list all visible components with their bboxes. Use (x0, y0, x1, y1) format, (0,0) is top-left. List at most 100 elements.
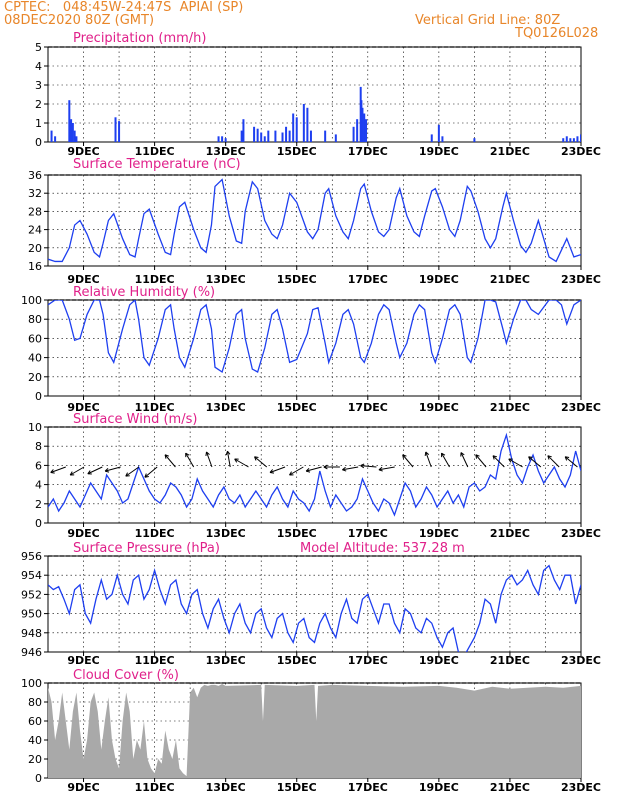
wind-arrow (441, 452, 450, 468)
precip-bar (576, 136, 579, 142)
wind-arrow (475, 454, 487, 468)
x-tick-label: 21DEC (490, 273, 530, 286)
precip-bar (365, 119, 368, 142)
series-line (48, 178, 581, 263)
wind-arrow (50, 466, 66, 474)
panel-title: Cloud Cover (%) (73, 668, 179, 683)
x-tick-label: 13DEC (206, 654, 246, 667)
y-tick-label: 60 (28, 332, 42, 345)
x-tick-label: 11DEC (135, 273, 175, 286)
wind-arrow (305, 466, 322, 473)
y-tick-label: 10 (28, 421, 42, 434)
x-tick-label: 15DEC (277, 527, 317, 540)
precip-bar (281, 132, 284, 142)
precip-bar (71, 123, 74, 142)
precip-bar (70, 119, 73, 142)
precip-bar (288, 130, 291, 142)
x-tick-label: 17DEC (348, 654, 388, 667)
x-tick-label: 9DEC (67, 781, 99, 794)
wind-arrow (104, 466, 121, 473)
panel-title: Relative Humidity (%) (73, 285, 215, 300)
precip-bar (306, 107, 309, 142)
y-tick-label: 8 (35, 440, 42, 453)
y-tick-label: 4 (35, 60, 42, 73)
panel-wind: 0 2 4 6 8 10 9DEC 11DEC 13DEC 15DEC 17DEC 19DEC 21DE… (28, 412, 601, 540)
wind-arrow (460, 452, 469, 468)
series-cloud (48, 683, 581, 778)
y-tick-label: 20 (28, 753, 42, 766)
wind-arrow (69, 466, 85, 476)
y-tick-label: 40 (28, 734, 42, 747)
precip-bar (224, 138, 227, 142)
plot-frame (47, 299, 582, 397)
wind-arrow (185, 452, 195, 468)
precip-bar (430, 134, 433, 142)
y-tick-label: 80 (28, 313, 42, 326)
x-tick-label: 15DEC (277, 654, 317, 667)
y-tick-label: 20 (28, 371, 42, 384)
x-tick-label: 19DEC (419, 781, 459, 794)
y-tick-label: 0 (35, 517, 42, 530)
precip-bar (50, 130, 53, 142)
precip-bar (274, 130, 277, 142)
panel-title: Surface Pressure (hPa) (73, 541, 220, 556)
wind-arrow (508, 458, 523, 468)
precip-bar (441, 136, 444, 142)
wind-arrow (564, 456, 578, 468)
plot-frame (47, 174, 582, 267)
precip-bar (221, 136, 224, 142)
cloud-area (48, 683, 581, 778)
precip-bar (356, 119, 359, 142)
y-tick-label: 80 (28, 696, 42, 709)
y-tick-label: 0 (35, 772, 42, 785)
series-line (48, 300, 581, 374)
precip-bar (267, 130, 270, 142)
series-temperature (48, 178, 581, 263)
header-model-code: TQ0126L028 (515, 26, 599, 41)
x-tick-label: 17DEC (348, 273, 388, 286)
precip-bar (572, 138, 575, 142)
y-tick-label: 954 (21, 569, 42, 582)
x-tick-label: 23DEC (561, 527, 601, 540)
series-humidity (48, 300, 581, 374)
x-tick-label: 11DEC (135, 401, 175, 414)
y-tick-label: 36 (28, 169, 42, 182)
precip-bar (263, 136, 266, 142)
x-tick-label: 15DEC (277, 145, 317, 158)
y-tick-label: 948 (21, 627, 42, 640)
wind-arrow (424, 451, 432, 468)
x-tick-label: 11DEC (135, 654, 175, 667)
y-tick-label: 2 (35, 98, 42, 111)
precip-bar (324, 130, 327, 142)
x-tick-label: 9DEC (67, 145, 99, 158)
x-tick-label: 11DEC (135, 527, 175, 540)
x-tick-label: 15DEC (277, 781, 317, 794)
x-tick-label: 23DEC (561, 781, 601, 794)
precip-bar (285, 126, 288, 142)
panel-title: Surface Wind (m/s) (73, 412, 197, 427)
x-tick-label: 15DEC (277, 401, 317, 414)
x-tick-label: 19DEC (419, 273, 459, 286)
wind-arrow (378, 466, 395, 472)
x-tick-label: 19DEC (419, 654, 459, 667)
x-tick-label: 21DEC (490, 527, 530, 540)
x-tick-label: 13DEC (206, 781, 246, 794)
x-tick-label: 23DEC (561, 654, 601, 667)
y-tick-label: 950 (21, 608, 42, 621)
series-wind (48, 432, 581, 517)
series-line (48, 432, 581, 517)
y-tick-label: 20 (28, 242, 42, 255)
y-tick-label: 32 (28, 187, 42, 200)
wind-arrow (125, 466, 140, 477)
x-tick-label: 23DEC (561, 145, 601, 158)
y-tick-label: 5 (35, 41, 42, 54)
x-tick-label: 23DEC (561, 273, 601, 286)
panel-precipitation: 0 1 2 3 4 5 9DEC 11DEC 13DEC 15DEC 17DEC 19DEC 21DEC… (35, 31, 601, 158)
y-tick-label: 956 (21, 550, 42, 563)
x-tick-label: 9DEC (67, 527, 99, 540)
x-tick-label: 21DEC (490, 654, 530, 667)
wind-arrow (144, 466, 158, 478)
precip-bar (260, 132, 263, 142)
panel-pressure: 946 948 950 952 954 956 9DEC 11DEC 13DEC 15DEC 17D… (21, 541, 601, 667)
